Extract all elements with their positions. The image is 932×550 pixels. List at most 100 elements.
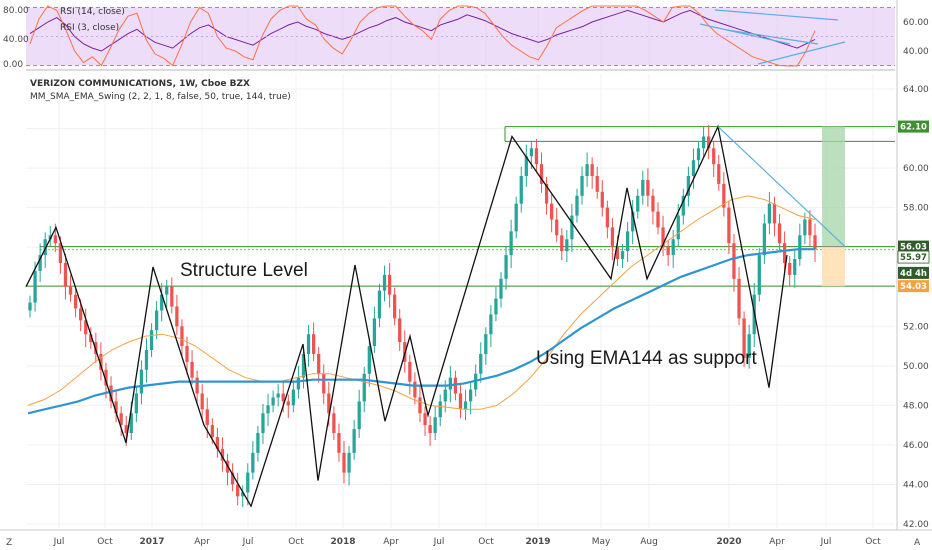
candle-body <box>777 223 782 244</box>
rsi-axis[interactable]: 60.00 40.00 <box>903 18 929 57</box>
candle-body <box>484 334 488 354</box>
candle-body <box>241 492 245 497</box>
time-tick-label: Oct <box>288 537 304 547</box>
candle-body <box>337 433 341 453</box>
candle-body <box>73 294 78 309</box>
price-badge: 4d 4h <box>898 266 929 279</box>
time-tick-label: Jul <box>820 537 832 547</box>
rsi-trend-line <box>757 41 846 65</box>
candle-body <box>712 148 716 165</box>
candle-body <box>220 448 225 461</box>
time-tick-label: Jul <box>433 537 445 547</box>
price-tick-label: 52.00 <box>903 322 929 332</box>
price-tick-label: 46.00 <box>903 441 929 451</box>
candle-body <box>286 401 290 406</box>
candle-body <box>301 353 306 378</box>
candle-body <box>170 286 174 307</box>
candle-body <box>129 413 133 434</box>
candle-body <box>539 164 544 184</box>
candle-body <box>813 235 817 250</box>
candle-body <box>53 235 57 244</box>
candle-body <box>468 389 473 402</box>
candle-body <box>615 247 620 260</box>
candle-body <box>717 164 721 184</box>
candle-body <box>230 472 235 485</box>
candle-body <box>423 413 427 426</box>
target-zone <box>822 126 845 247</box>
candle-body <box>448 377 452 390</box>
candle-body <box>347 452 351 473</box>
candle-body <box>89 334 93 343</box>
candle-body <box>631 211 635 232</box>
price-badge: 62.10 <box>898 120 929 133</box>
candle-body <box>701 136 706 149</box>
candle-body <box>352 429 356 453</box>
candle-body <box>651 195 655 212</box>
candle-body <box>681 195 685 216</box>
price-tick-label: 60.00 <box>903 164 929 174</box>
candle-body <box>281 393 285 402</box>
candle-body <box>514 203 518 232</box>
candle-body <box>803 219 807 236</box>
candle-body <box>382 274 387 291</box>
candle-body <box>43 239 47 256</box>
candle-body <box>722 183 726 208</box>
candle-body <box>84 320 88 335</box>
candle-body <box>798 235 802 260</box>
time-tick-label: Apr <box>194 537 210 547</box>
candle-body <box>210 425 214 437</box>
candle-body <box>215 437 220 449</box>
candle-body <box>504 255 508 279</box>
time-tick-label: May <box>592 537 611 547</box>
candle-body <box>327 393 331 414</box>
symbol-title: VERIZON COMMUNICATIONS, 1W, Cboe BZX <box>30 79 250 89</box>
candle-body <box>99 353 103 370</box>
price-tick-label: 42.00 <box>903 520 929 530</box>
candle-body <box>555 219 559 236</box>
annotation-ema144-support[interactable]: Using EMA144 as support <box>536 348 757 369</box>
rsi-left-tick: 80.00 <box>3 6 29 16</box>
candle-body <box>362 373 366 402</box>
candle-body <box>291 389 295 406</box>
rsi-right-tick: 60.00 <box>903 18 929 28</box>
candle-body <box>575 195 579 216</box>
trend-line <box>717 126 846 248</box>
candle-body <box>261 413 265 434</box>
candle-body <box>251 452 255 473</box>
price-tick-label: 50.00 <box>903 362 929 372</box>
candle-body <box>165 286 169 295</box>
time-axis[interactable]: Jul Oct 2017 Apr Jul Oct 2018 Apr Jul Oct 2019 May A… <box>0 529 932 547</box>
candle-body <box>438 401 442 418</box>
candle-body <box>38 255 42 271</box>
time-tick-label: Aug <box>640 537 658 547</box>
candle-body <box>671 239 675 256</box>
candle-body <box>772 203 777 224</box>
annotation-structure-level[interactable]: Structure Level <box>180 260 308 281</box>
candle-body <box>104 369 108 386</box>
candle-body <box>200 393 204 410</box>
candle-body <box>332 413 336 434</box>
candle-body <box>610 227 615 248</box>
rsi-right-tick: 40.00 <box>903 47 929 57</box>
right-corner-mark[interactable]: A <box>914 538 921 548</box>
price-badge-label: 56.03 <box>900 243 927 253</box>
rsi-band <box>26 7 895 66</box>
left-corner-mark[interactable]: Z <box>6 538 12 548</box>
candle-body <box>322 373 326 394</box>
price-badge: 54.03 <box>898 280 929 293</box>
price-badge-label: 55.97 <box>900 253 927 263</box>
time-tick-label: 2020 <box>716 537 741 547</box>
candle-body <box>707 136 711 149</box>
candle-body <box>408 361 412 382</box>
candle-body <box>524 156 528 176</box>
candle-body <box>190 361 194 378</box>
candle-body <box>605 207 609 228</box>
price-badge-box <box>898 120 929 133</box>
candle-body <box>139 369 144 394</box>
candle-body <box>686 176 691 196</box>
candle-body <box>180 326 184 347</box>
candle-body <box>428 425 432 434</box>
candle-body <box>134 393 138 414</box>
